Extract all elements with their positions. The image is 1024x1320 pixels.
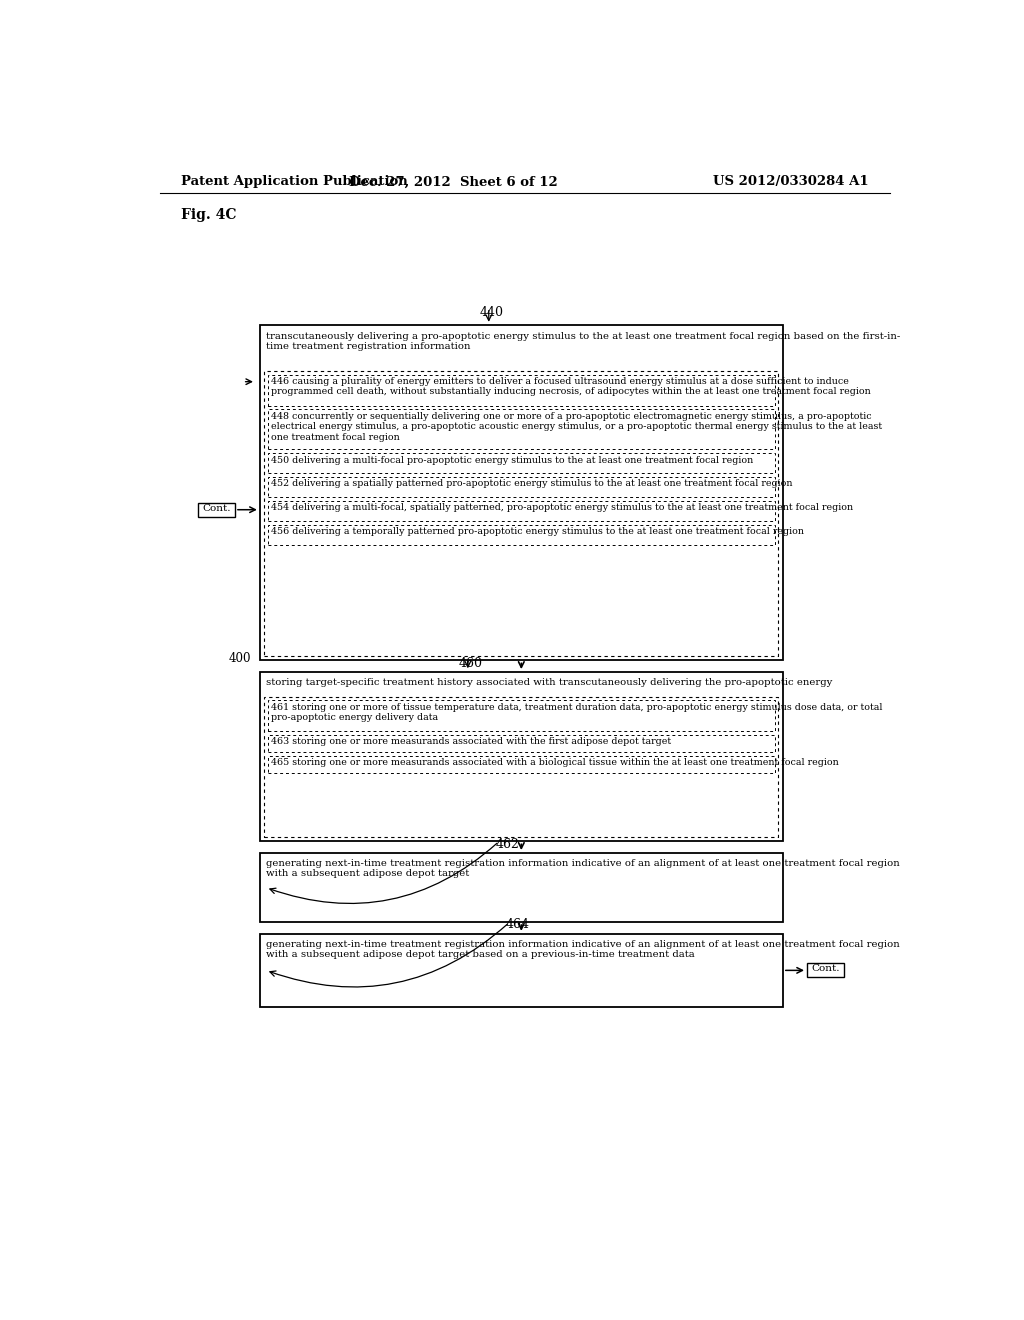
Bar [267,525,775,545]
Text: 446 causing a plurality of energy emitters to deliver a focused ultrasound energ: 446 causing a plurality of energy emitte… [270,378,870,396]
Bar [260,933,783,1007]
Text: Fig. 4C: Fig. 4C [180,209,237,223]
Text: 464: 464 [506,919,529,932]
Bar [198,503,234,516]
Text: generating next-in-time treatment registration information indicative of an alig: generating next-in-time treatment regist… [266,859,900,879]
Bar [267,502,775,521]
Bar [267,735,775,752]
Bar [267,478,775,498]
Text: Cont.: Cont. [811,964,840,973]
Text: Patent Application Publication: Patent Application Publication [180,176,408,189]
Bar [260,672,783,841]
Text: 454 delivering a multi-focal, spatially patterned, pro-apoptotic energy stimulus: 454 delivering a multi-focal, spatially … [270,503,853,512]
Text: transcutaneously delivering a pro-apoptotic energy stimulus to the at least one : transcutaneously delivering a pro-apopto… [266,331,900,351]
Text: 460: 460 [459,656,482,669]
Text: 448 concurrently or sequentially delivering one or more of a pro-apoptotic elect: 448 concurrently or sequentially deliver… [270,412,882,441]
Text: 461 storing one or more of tissue temperature data, treatment duration data, pro: 461 storing one or more of tissue temper… [270,702,882,722]
Text: Cont.: Cont. [202,503,230,512]
Text: storing target-specific treatment history associated with transcutaneously deliv: storing target-specific treatment histor… [266,678,833,688]
Text: 463 storing one or more measurands associated with the first adipose depot targe: 463 storing one or more measurands assoc… [270,738,671,746]
Bar [267,375,775,405]
Text: 456 delivering a temporally patterned pro-apoptotic energy stimulus to the at le: 456 delivering a temporally patterned pr… [270,527,804,536]
Text: 452 delivering a spatially patterned pro-apoptotic energy stimulus to the at lea: 452 delivering a spatially patterned pro… [270,479,793,488]
Text: 465 storing one or more measurands associated with a biological tissue within th: 465 storing one or more measurands assoc… [270,758,839,767]
Bar [267,453,775,474]
Bar [264,371,778,656]
Bar [267,756,775,774]
Text: 462: 462 [496,838,519,850]
Bar [267,409,775,449]
Text: 400: 400 [228,652,251,665]
Text: generating next-in-time treatment registration information indicative of an alig: generating next-in-time treatment regist… [266,940,900,960]
Text: 450 delivering a multi-focal pro-apoptotic energy stimulus to the at least one t: 450 delivering a multi-focal pro-apoptot… [270,455,753,465]
Bar [260,326,783,660]
Bar [260,853,783,923]
Text: US 2012/0330284 A1: US 2012/0330284 A1 [714,176,869,189]
Text: 440: 440 [479,306,504,319]
Bar [264,697,778,837]
Bar [267,701,775,731]
Text: Dec. 27, 2012  Sheet 6 of 12: Dec. 27, 2012 Sheet 6 of 12 [349,176,558,189]
Bar [807,964,844,977]
